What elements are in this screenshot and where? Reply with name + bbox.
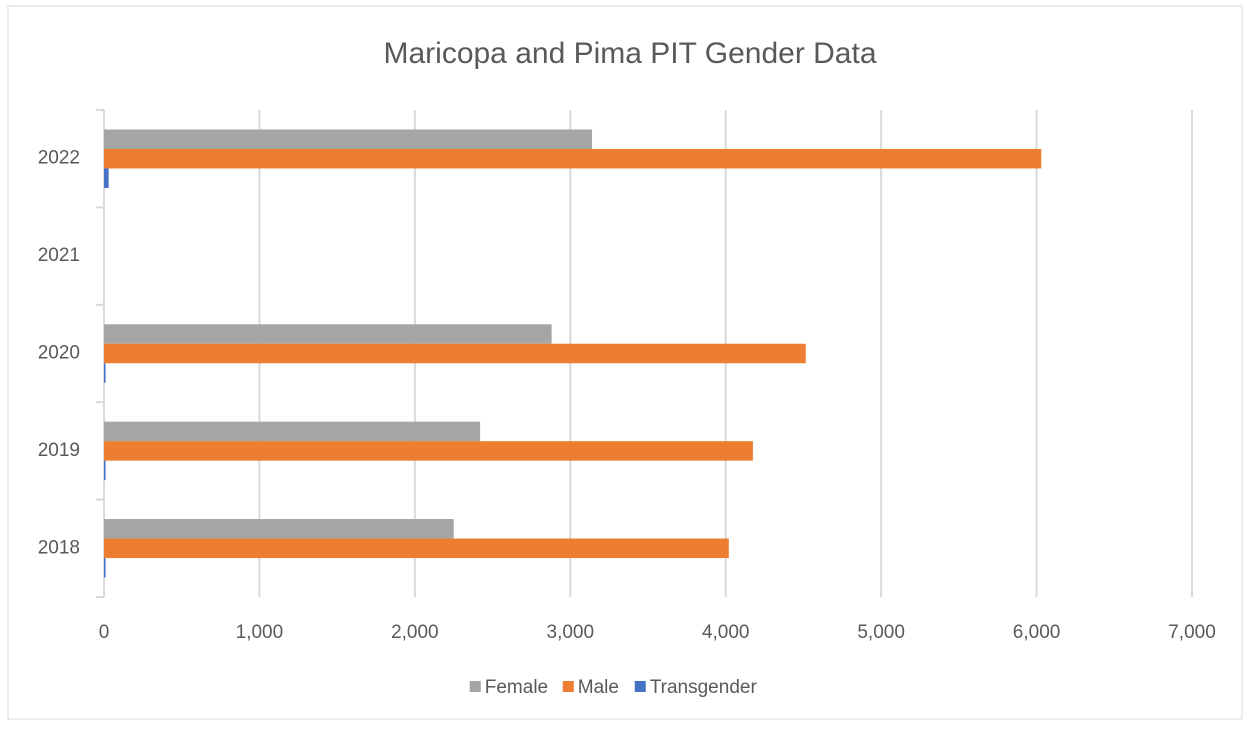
legend-swatch [562,681,574,692]
x-tick-label: 4,000 [702,622,750,643]
bar [104,343,806,364]
bar [104,421,481,442]
x-tick-label: 0 [99,622,110,643]
legend-swatch [634,681,646,692]
chart-title: Maricopa and Pima PIT Gender Data [383,37,876,70]
bar [104,148,1042,169]
bar [104,460,106,481]
bar [104,558,106,578]
legend-label: Transgender [650,677,758,698]
x-tick-label: 7,000 [1168,622,1216,643]
x-tick-label: 3,000 [547,622,595,643]
legend-swatch [469,681,481,692]
legend-label: Male [578,677,619,698]
bar [104,324,552,344]
bar [104,441,753,461]
y-tick-label: 2020 [38,343,80,364]
x-tick-label: 5,000 [857,622,905,643]
y-tick-label: 2019 [38,440,80,461]
x-tick-label: 1,000 [236,622,284,643]
bar [104,519,454,539]
x-tick-label: 6,000 [1013,622,1061,643]
y-tick-label: 2022 [38,148,80,169]
bar [104,129,593,149]
x-tick-label: 2,000 [391,622,439,643]
bar [104,538,729,559]
bar [104,168,109,188]
bar [104,363,106,383]
y-tick-label: 2018 [38,537,80,558]
legend-label: Female [485,677,548,698]
y-tick-label: 2021 [38,245,80,266]
